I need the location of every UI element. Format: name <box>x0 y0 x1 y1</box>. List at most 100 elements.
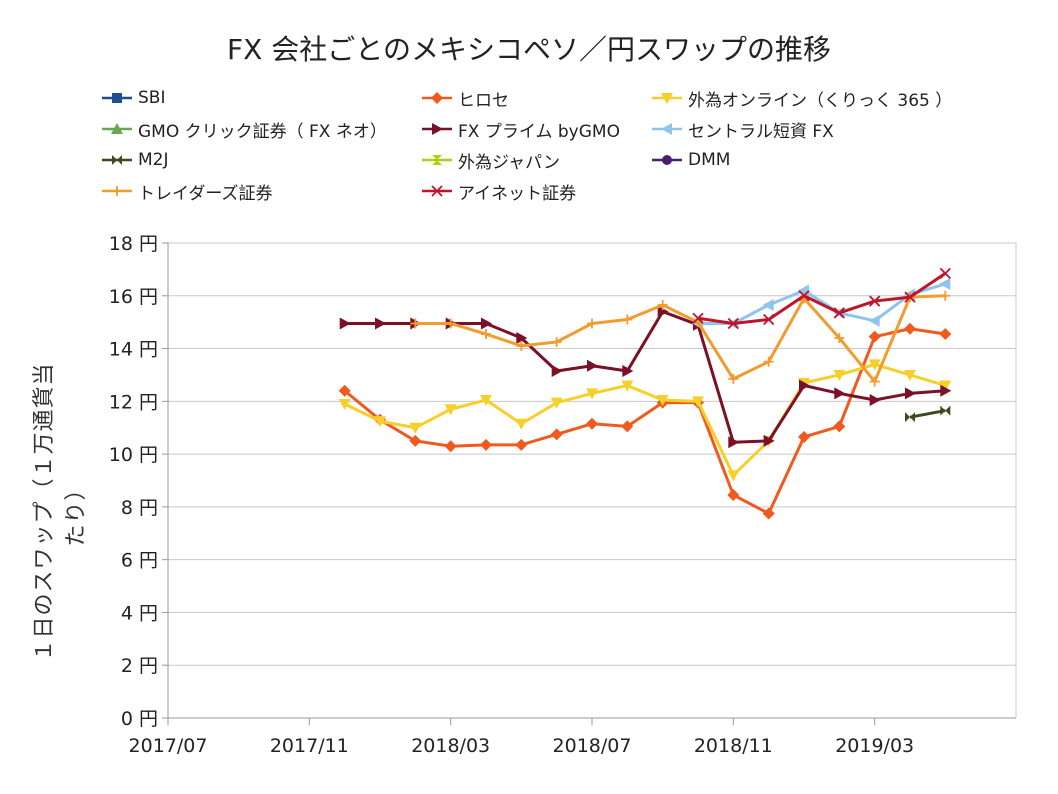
data-point <box>657 305 669 318</box>
data-point <box>480 438 492 451</box>
data-point <box>444 440 457 453</box>
data-point <box>515 438 528 451</box>
y-tick-label: 12 円 <box>109 391 158 413</box>
data-point <box>868 359 881 371</box>
data-point <box>481 317 492 330</box>
x-tick-label: 2018/03 <box>411 735 490 757</box>
legend-label-gaitame-japan: 外為ジャパン <box>458 152 560 173</box>
data-point <box>762 507 775 520</box>
data-point <box>551 364 563 377</box>
data-point <box>409 434 422 447</box>
series-line <box>415 294 946 384</box>
data-point <box>834 387 846 400</box>
data-point <box>763 356 774 367</box>
chart-title: FX 会社ごとのメキシコペソ／円スワップの推移 <box>227 33 831 66</box>
data-point <box>621 380 634 392</box>
legend-item-inet: アイネット証券 <box>420 179 577 204</box>
data-point <box>728 436 740 449</box>
data-point <box>763 313 775 326</box>
data-point <box>868 314 880 327</box>
data-point <box>661 93 673 104</box>
data-point <box>515 418 528 430</box>
data-point <box>661 123 672 135</box>
x-tick-label: 2019/03 <box>835 735 914 757</box>
legend-label-gaitame-online: 外為オンライン（くりっく 365 ） <box>688 90 953 111</box>
data-point <box>516 340 527 351</box>
legend-swatch <box>422 185 452 197</box>
legend-swatch <box>652 93 682 104</box>
data-point <box>445 318 456 329</box>
data-point <box>692 312 704 324</box>
data-point <box>833 307 845 319</box>
legend-item-m2j: M2J <box>100 148 169 172</box>
legend-swatch <box>422 123 452 135</box>
data-point <box>516 332 528 344</box>
data-point <box>432 155 442 165</box>
legend-item-gaitame-online: 外為オンライン（くりっく 365 ） <box>650 86 953 111</box>
data-point <box>905 412 915 423</box>
x-tick-label: 2018/11 <box>694 735 773 757</box>
legend-label-traders: トレイダーズ証券 <box>138 183 273 204</box>
data-point <box>622 314 633 325</box>
data-point <box>444 404 457 416</box>
legend-swatch <box>102 93 132 103</box>
data-point <box>905 387 916 400</box>
data-point <box>587 359 598 372</box>
data-point <box>622 364 634 377</box>
data-point <box>338 384 351 397</box>
data-point <box>586 388 598 400</box>
legend-label-fx-prime: FX プライム byGMO <box>458 121 620 142</box>
y-tick-label: 4 円 <box>121 602 158 624</box>
data-point <box>338 398 351 410</box>
data-point <box>762 299 774 312</box>
legend-label-hirose: ヒロセ <box>458 90 509 111</box>
data-point <box>550 428 563 441</box>
y-tick-label: 16 円 <box>109 286 158 308</box>
data-point <box>869 376 880 387</box>
y-tick-label: 18 円 <box>109 233 158 255</box>
data-point <box>375 317 386 330</box>
data-point <box>939 380 952 392</box>
data-point <box>940 384 952 397</box>
data-point <box>586 417 598 430</box>
y-tick-label: 10 円 <box>109 444 158 466</box>
legend-label-central-tanshi: セントラル短資 FX <box>688 121 834 142</box>
data-point <box>940 290 951 301</box>
series-line <box>697 272 947 325</box>
series-line <box>909 409 946 419</box>
series-9 <box>410 290 951 387</box>
data-point <box>550 397 563 409</box>
data-point <box>939 328 952 341</box>
series-line <box>344 362 946 477</box>
data-point <box>656 395 669 407</box>
data-point <box>339 317 351 330</box>
series-6 <box>905 405 951 423</box>
data-point <box>409 422 422 434</box>
legend-label-m2j: M2J <box>138 150 169 170</box>
legend-swatch <box>102 155 132 165</box>
data-point <box>727 317 739 330</box>
legend-label-inet: アイネット証券 <box>458 183 577 204</box>
series-10 <box>692 267 951 330</box>
y-tick-label: 2 円 <box>121 655 158 677</box>
legend-label-gmo-click: GMO クリック証券（ FX ネオ） <box>138 121 387 142</box>
legend-swatch <box>652 123 682 135</box>
y-tick-label: 6 円 <box>121 550 158 572</box>
data-point <box>111 123 123 134</box>
x-tick-label: 2017/11 <box>270 735 349 757</box>
legend-item-gaitame-japan: 外為ジャパン <box>420 148 560 173</box>
y-tick-label: 8 円 <box>121 497 158 519</box>
y-tick-label: 0 円 <box>121 708 158 730</box>
data-point <box>727 470 740 482</box>
data-point <box>410 318 421 329</box>
legend-item-gmo-click: GMO クリック証券（ FX ネオ） <box>100 117 387 142</box>
data-point <box>431 92 443 104</box>
legend-swatch <box>102 123 132 134</box>
legend-item-fx-prime: FX プライム byGMO <box>420 117 620 142</box>
x-tick-label: 2018/07 <box>553 735 632 757</box>
legend-swatch <box>652 155 682 165</box>
data-point <box>868 330 881 343</box>
data-point <box>657 300 668 311</box>
data-point <box>869 295 881 307</box>
data-point <box>727 489 740 502</box>
